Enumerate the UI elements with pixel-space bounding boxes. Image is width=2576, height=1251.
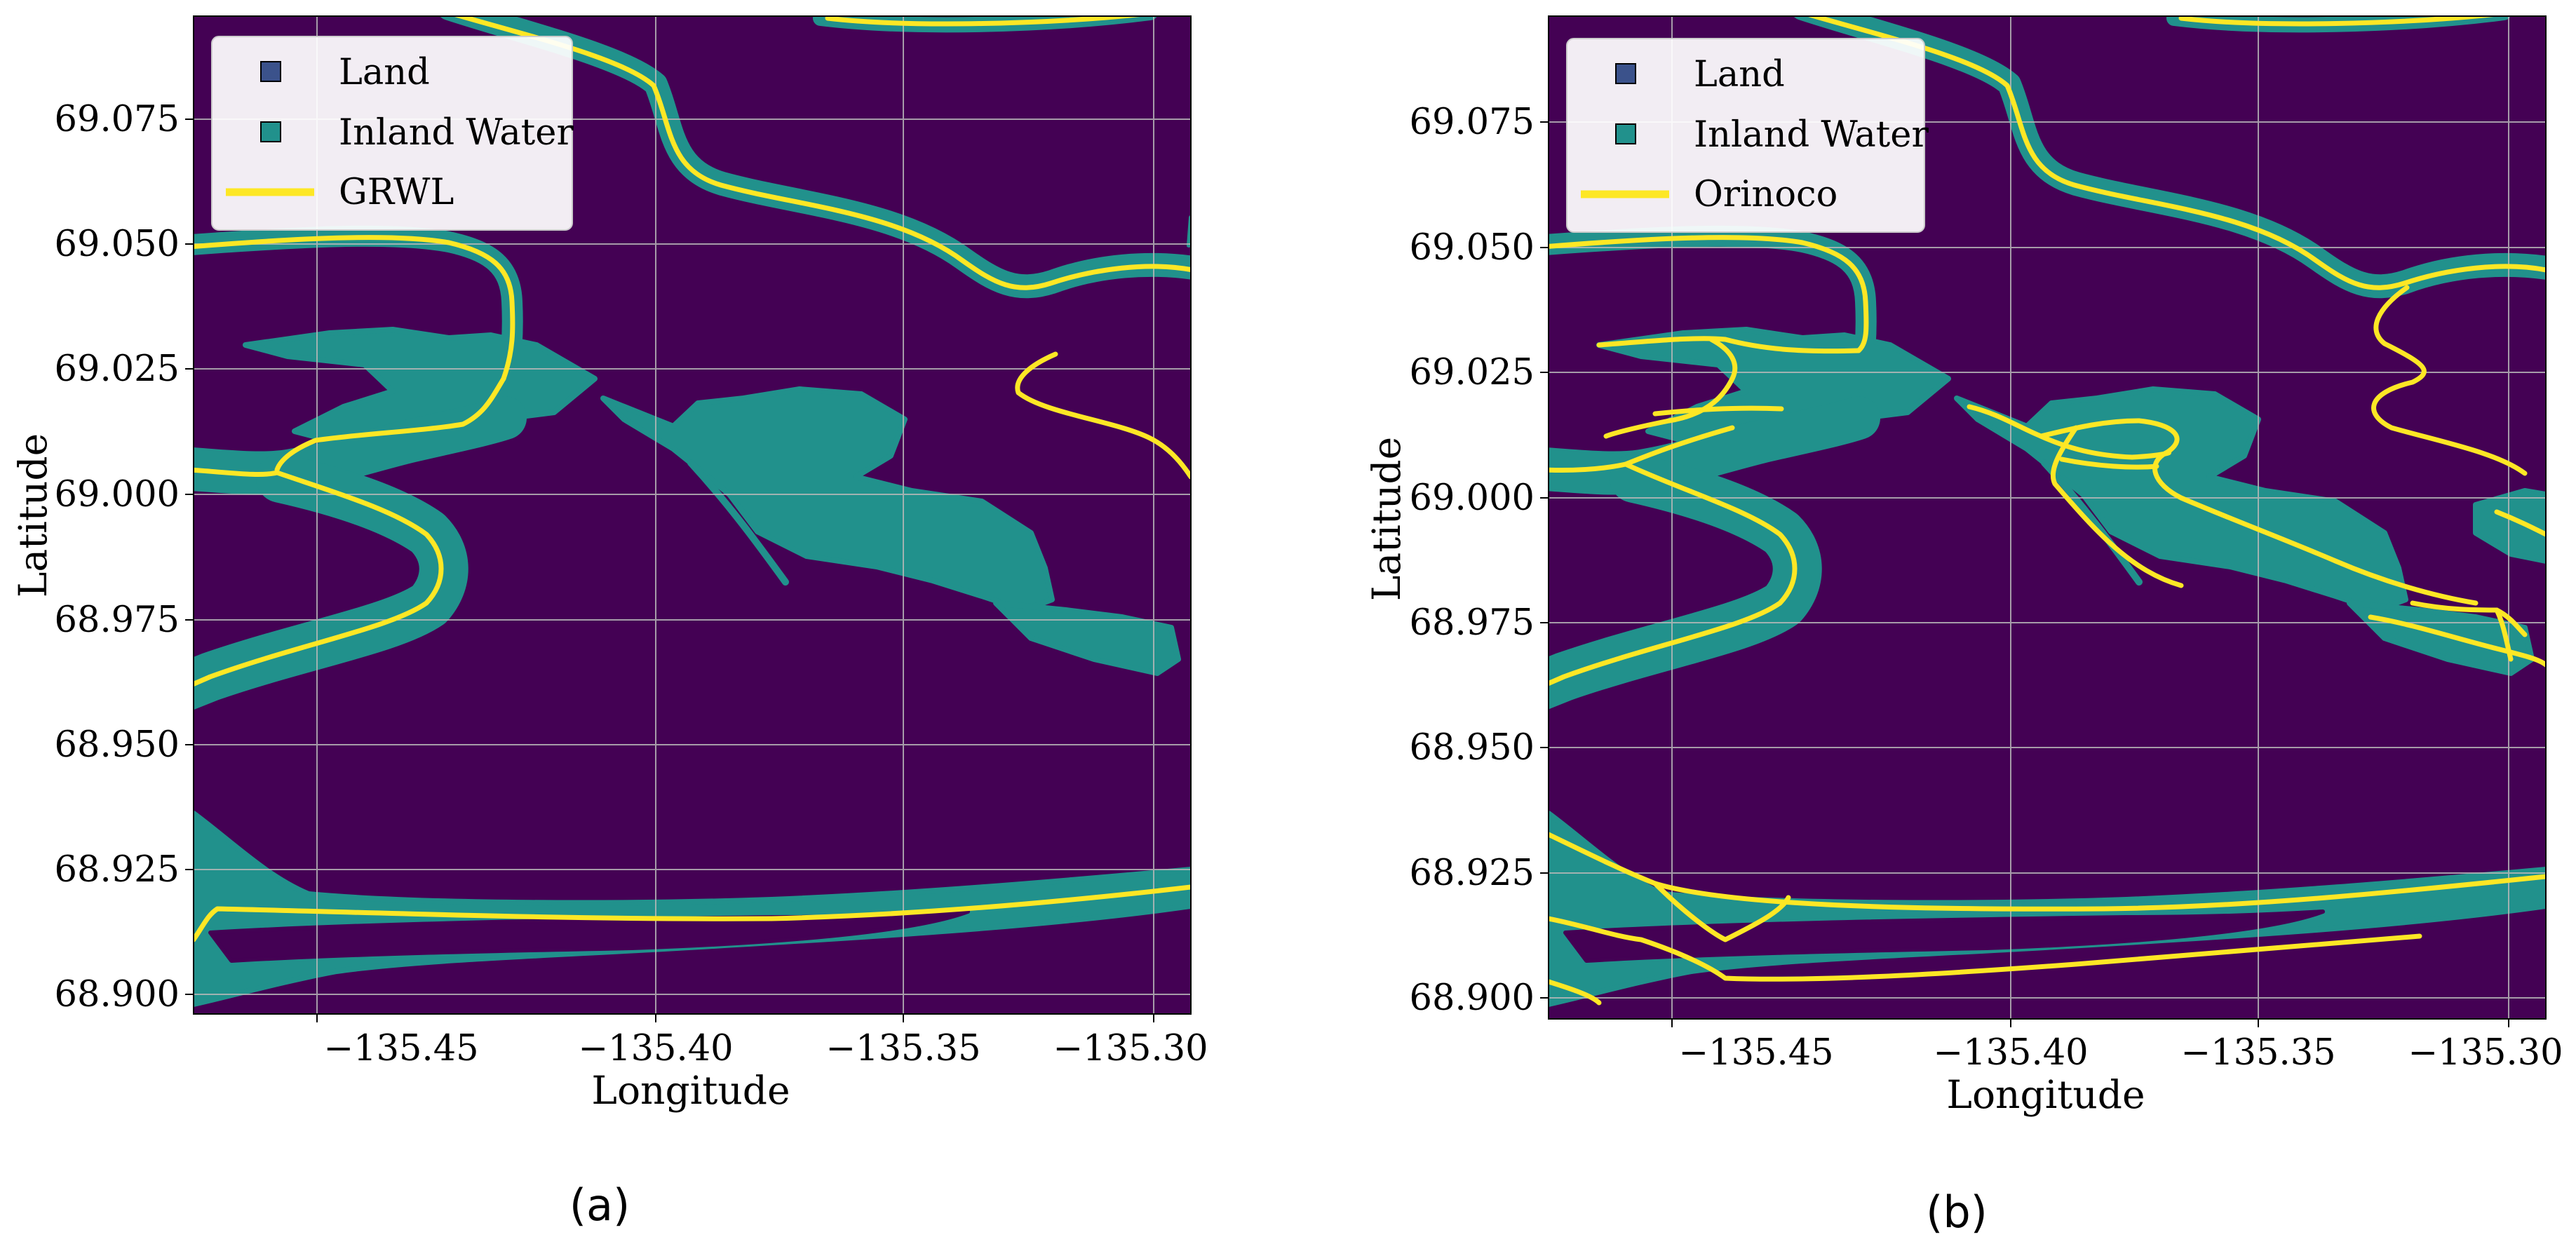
orinoco-north-bend (1549, 235, 1869, 353)
orinoco-east-pond (2368, 614, 2546, 668)
grwl-centerlines (194, 16, 1191, 942)
orinoco-centerlines (1549, 16, 2546, 1006)
panel-a: −135.45 −135.40 −135.35 −135.30 69.075 6… (11, 15, 1208, 1231)
x-tick-label: −135.35 (825, 1028, 980, 1069)
orinoco-top-right (2178, 16, 2498, 27)
x-ticks-b (1671, 1019, 2509, 1027)
grwl-top-right (825, 16, 1145, 27)
legend-a: Land Inland Water GRWL (211, 36, 574, 231)
orinoco-south-link (1652, 881, 1791, 942)
legend-label-water: Inland Water (1694, 114, 1929, 156)
axes-frame-b (1548, 15, 2547, 1020)
orinoco-east-branch (2371, 285, 2528, 476)
legend-label-line: GRWL (339, 172, 454, 213)
caption-b: (b) (1926, 1186, 1988, 1238)
main-southern-river (194, 811, 1191, 1007)
x-tick-label: −135.40 (578, 1028, 733, 1069)
y-tick-label: 68.925 (55, 849, 180, 891)
grwl-upper-river (452, 16, 1191, 290)
grwl-west-channel (194, 467, 280, 478)
y-tick-label: 68.900 (1410, 978, 1535, 1019)
orinoco-lake-top (1596, 336, 1861, 354)
y-ticks-a (185, 119, 194, 995)
grwl-main-south (194, 884, 1191, 942)
x-axis-label-a: Longitude (591, 1068, 790, 1113)
y-tick-label: 69.000 (55, 474, 180, 515)
x-tick-label: −135.30 (2408, 1032, 2563, 1074)
orinoco-upper-river (1805, 16, 2546, 290)
x-tick-label: −135.30 (1053, 1028, 1208, 1069)
orinoco-lake-spur (1652, 405, 1784, 417)
legend-box (211, 36, 573, 231)
orinoco-main-south (1549, 832, 2546, 912)
caption-a: (a) (569, 1179, 630, 1231)
y-tick-labels-a: 69.075 69.050 69.025 69.000 68.975 68.95… (55, 99, 180, 1015)
orinoco-east-pond-link (2494, 607, 2528, 637)
y-axis-label-a: Latitude (11, 433, 55, 597)
grwl-east-branch (1015, 351, 1191, 480)
x-tick-label: −135.35 (2180, 1032, 2335, 1074)
grwl-north-bend (194, 235, 515, 381)
orinoco-central-main (1967, 404, 2479, 606)
water-swatch (260, 121, 281, 142)
legend-label-land: Land (339, 52, 430, 93)
x-axis-label-b: Longitude (1946, 1072, 2145, 1117)
land-swatch (1615, 63, 1636, 84)
east-edge-lobe (2473, 488, 2546, 564)
axes-frame-a (193, 15, 1192, 1015)
central-side-channel (687, 459, 789, 586)
y-tick-label: 68.900 (55, 974, 180, 1015)
y-tick-label: 68.950 (1410, 727, 1535, 769)
panel-b: −135.45 −135.40 −135.35 −135.30 69.075 6… (1364, 15, 2563, 1238)
orinoco-south-tail (1549, 979, 1602, 1006)
legend-label-line: Orinoco (1694, 174, 1837, 215)
orinoco-central-west (2050, 425, 2184, 588)
orinoco-central-spur (2059, 457, 2159, 470)
y-axis-label-b: Latitude (1364, 437, 1409, 601)
orinoco-east-edge (2494, 509, 2546, 537)
x-tick-labels-b: −135.45 −135.40 −135.35 −135.30 (1678, 1032, 2563, 1074)
x-ticks-a (316, 1014, 1154, 1022)
legend-label-land: Land (1694, 54, 1785, 95)
legend-b: Land Inland Water Orinoco (1566, 38, 1929, 233)
y-tick-label: 69.075 (1410, 102, 1535, 143)
x-tick-label: −135.40 (1933, 1032, 2088, 1074)
y-tick-label: 69.000 (1410, 478, 1535, 519)
land-swatch (260, 61, 281, 82)
x-tick-label: −135.45 (323, 1028, 478, 1069)
orinoco-lake-link (1603, 337, 1738, 439)
water-swatch (1615, 123, 1636, 144)
grwl-south-loop (194, 470, 444, 687)
legend-label-water: Inland Water (339, 112, 574, 154)
y-tick-label: 68.950 (55, 724, 180, 766)
y-tick-label: 69.025 (1410, 352, 1535, 393)
central-side-channel (2041, 459, 2143, 586)
x-tick-label: −135.45 (1678, 1032, 1833, 1074)
southern-land-island (208, 909, 970, 963)
orinoco-south-loop (1549, 461, 1798, 687)
y-tick-label: 69.050 (1410, 227, 1535, 269)
southern-land-island (1563, 909, 2325, 963)
y-tick-label: 68.975 (55, 600, 180, 641)
grwl-lake-chain (274, 376, 506, 473)
y-tick-labels-b: 69.075 69.050 69.025 69.000 68.975 68.95… (1410, 102, 1535, 1019)
y-tick-label: 69.025 (55, 349, 180, 390)
orinoco-south-branch (1549, 916, 2422, 982)
y-tick-label: 68.975 (1410, 602, 1535, 644)
western-channel (1549, 396, 1880, 495)
y-ticks-b (1540, 121, 1549, 999)
y-tick-label: 68.925 (1410, 853, 1535, 894)
y-tick-label: 69.075 (55, 99, 180, 140)
y-tick-label: 69.050 (55, 224, 180, 265)
map-a (194, 16, 1191, 1014)
legend-box (1566, 38, 1925, 233)
x-tick-labels-a: −135.45 −135.40 −135.35 −135.30 (323, 1028, 1208, 1069)
